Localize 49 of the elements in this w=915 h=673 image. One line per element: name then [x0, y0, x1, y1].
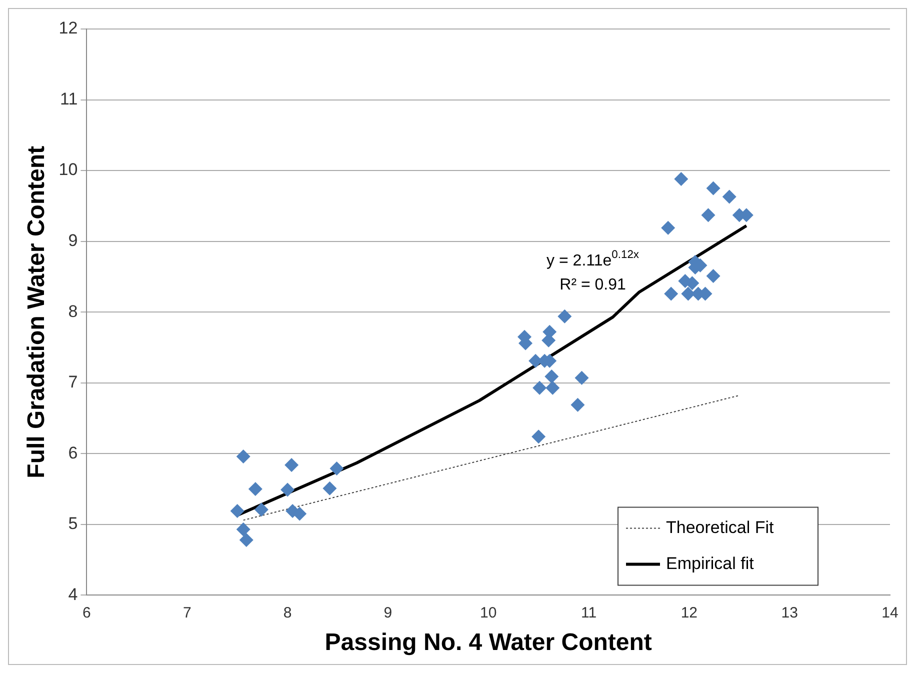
point [706, 181, 720, 196]
y-axis-title: Full Gradation Water Content [23, 146, 50, 478]
y-tick-label: 5 [68, 514, 78, 534]
point [254, 502, 268, 517]
point [664, 286, 678, 301]
y-tick-label: 12 [58, 18, 78, 38]
point [330, 462, 344, 476]
point [706, 269, 720, 284]
y-tick-label: 8 [68, 302, 78, 321]
y-tick-label: 9 [68, 231, 78, 250]
point [722, 190, 736, 204]
point [570, 398, 585, 412]
legend-label: Empirical fit [666, 554, 754, 573]
point [558, 309, 572, 324]
y-tick-label: 4 [68, 584, 78, 604]
point [230, 504, 244, 518]
point [574, 370, 589, 385]
x-tick-label: 7 [182, 604, 192, 622]
point [322, 481, 337, 496]
point [236, 449, 250, 464]
point [544, 370, 559, 384]
legend-label: Theoretical Fit [666, 518, 774, 537]
point [681, 286, 696, 301]
point [532, 380, 547, 395]
point [239, 532, 254, 547]
point [292, 506, 307, 521]
x-tick-label: 8 [283, 604, 292, 622]
y-tick-label: 6 [68, 443, 78, 462]
x-tick-label: 10 [480, 604, 497, 622]
y-tick-label: 10 [58, 160, 78, 180]
x-tick-label: 9 [384, 604, 392, 622]
x-tick-label: 14 [882, 604, 898, 622]
point [674, 172, 688, 186]
y-tick-label: 11 [60, 89, 78, 108]
point [701, 208, 716, 222]
x-tick-label: 6 [82, 604, 91, 622]
x-tick-label: 11 [580, 604, 597, 622]
point [532, 430, 546, 444]
point [236, 522, 250, 536]
x-axis-title: Passing No. 4 Water Content [324, 629, 652, 656]
point [284, 458, 299, 472]
point [546, 380, 560, 395]
annotation: R² = 0.91 [560, 276, 626, 294]
point [248, 482, 262, 496]
point [661, 220, 676, 235]
y-tick-label: 7 [68, 372, 78, 392]
x-tick-label: 12 [680, 604, 698, 622]
x-tick-label: 13 [781, 604, 798, 622]
point [280, 482, 295, 497]
